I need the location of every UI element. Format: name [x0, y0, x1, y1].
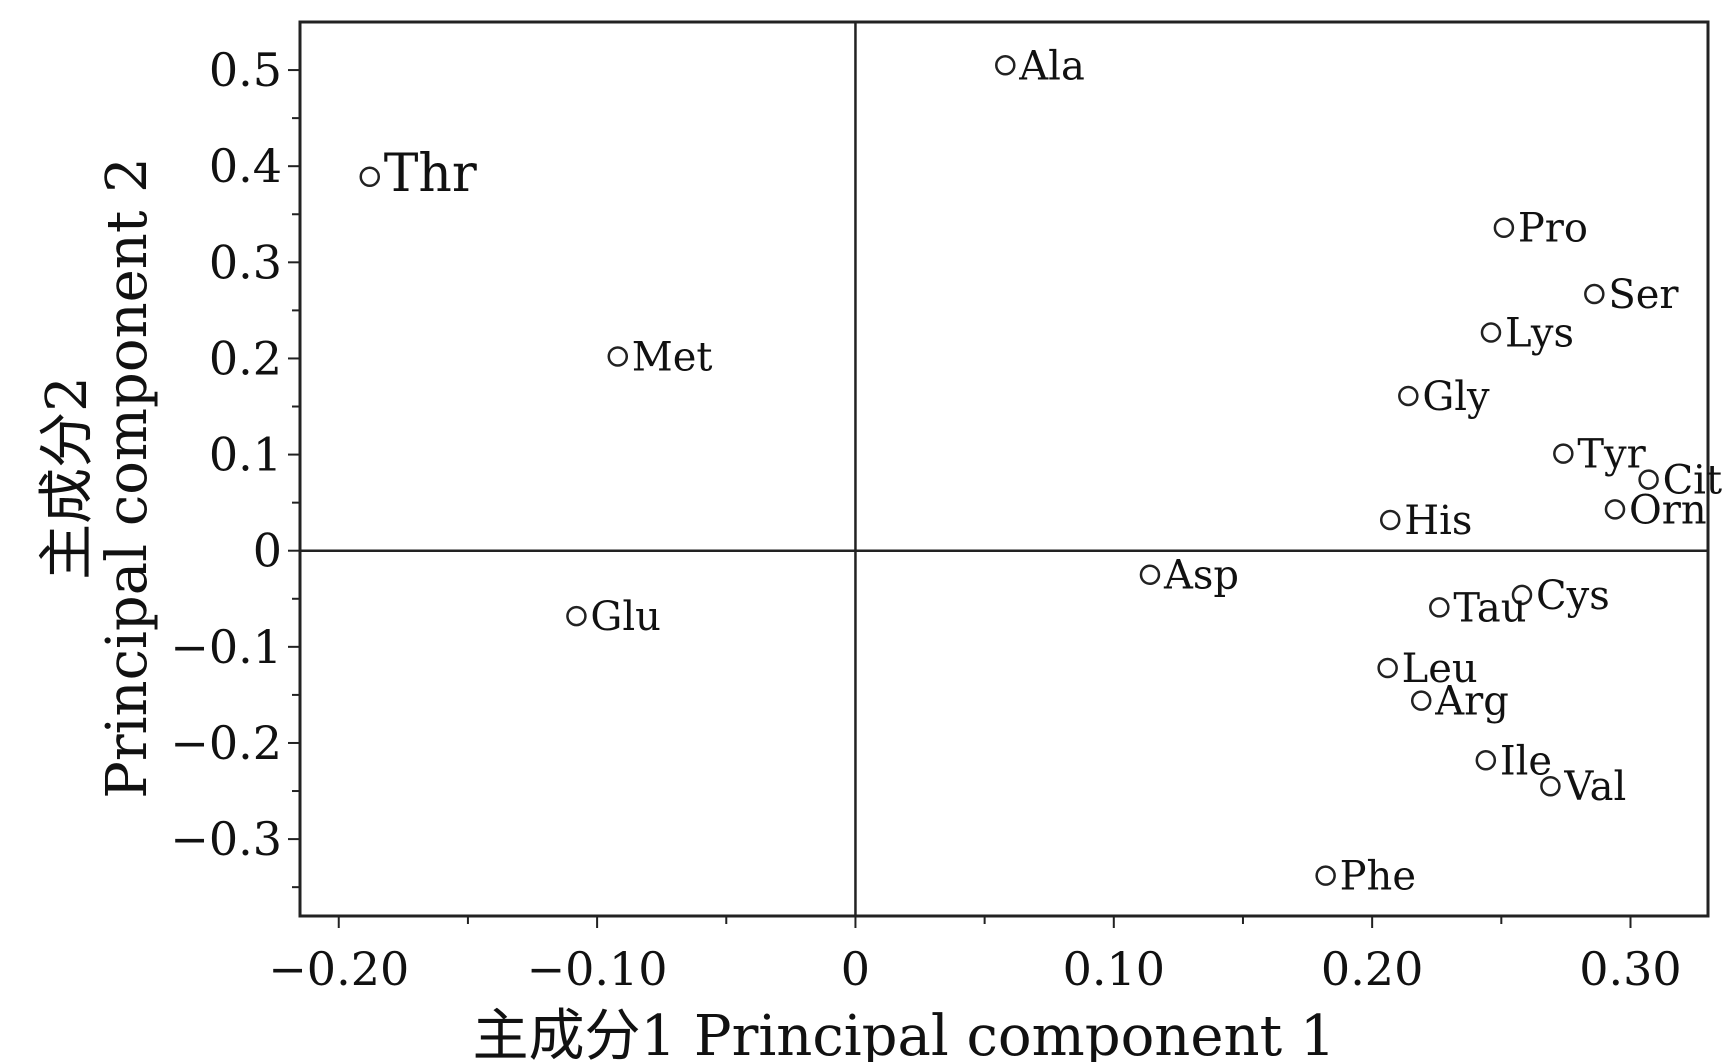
- data-point-thr: [359, 166, 381, 188]
- point-label-asp: Asp: [1163, 553, 1239, 599]
- y-tick-label: −0.1: [170, 620, 282, 674]
- data-point-cys: [1511, 584, 1533, 606]
- point-label-tyr: Tyr: [1577, 432, 1646, 478]
- y-axis-title-en: Principal component 2: [95, 157, 160, 799]
- point-label-pro: Pro: [1518, 206, 1588, 252]
- points-layer: Thr Ala Met Glu Pro Ser Lys Gly Tyr Cit His Orn Asp C…: [359, 43, 1722, 900]
- data-point-met: [607, 346, 629, 367]
- point-label-glu: Glu: [590, 594, 661, 640]
- y-tick-label: 0.4: [209, 139, 282, 193]
- x-tick-label: −0.20: [268, 942, 409, 996]
- data-point-ile: [1475, 750, 1497, 771]
- point-label-orn: Orn: [1629, 487, 1707, 533]
- data-point-pro: [1493, 217, 1515, 238]
- x-tick-label: 0.30: [1579, 942, 1681, 996]
- data-point-ala: [995, 55, 1016, 76]
- y-tick-label: 0.1: [209, 428, 282, 482]
- y-tick-label: 0.3: [209, 235, 282, 289]
- point-label-gly: Gly: [1422, 374, 1490, 420]
- x-axis-title: 主成分1 Principal component 1: [472, 1004, 1335, 1062]
- data-point-cit: [1638, 469, 1659, 490]
- x-tick-label: 0.10: [1063, 942, 1165, 996]
- x-tick-label: 0: [841, 942, 870, 996]
- y-tick-label: −0.2: [170, 716, 282, 770]
- y-tick-label: 0.5: [209, 43, 282, 97]
- data-point-tau: [1429, 597, 1450, 618]
- data-point-orn: [1604, 499, 1626, 520]
- point-label-met: Met: [632, 335, 713, 381]
- y-axis-title: 主成分2 Principal component 2: [35, 157, 160, 799]
- data-point-ser: [1584, 283, 1605, 305]
- data-point-gly: [1398, 385, 1419, 407]
- point-label-his: His: [1404, 498, 1472, 544]
- data-point-tyr: [1553, 443, 1574, 464]
- data-point-arg: [1410, 690, 1432, 711]
- point-label-ala: Ala: [1018, 43, 1085, 89]
- point-label-ile: Ile: [1500, 738, 1552, 784]
- point-label-tau: Tau: [1453, 585, 1526, 631]
- data-point-glu: [566, 605, 587, 627]
- y-tick-label: −0.3: [170, 812, 282, 866]
- x-tick-label: −0.10: [527, 942, 668, 996]
- data-point-his: [1379, 509, 1401, 531]
- point-label-cys: Cys: [1536, 573, 1610, 619]
- point-label-phe: Phe: [1340, 854, 1416, 900]
- data-point-leu: [1377, 657, 1398, 679]
- y-tick-label: 0.2: [209, 331, 282, 385]
- axes-layer: −0.20 −0.10 0 0.10 0.20 0.300.50.40.30.20.10−…: [170, 22, 1708, 996]
- point-label-leu: Leu: [1402, 646, 1478, 692]
- point-label-ser: Ser: [1608, 272, 1679, 318]
- point-label-cit: Cit: [1663, 458, 1722, 504]
- y-tick-label: 0: [253, 524, 282, 578]
- y-axis-title-zh: 主成分2: [35, 376, 100, 580]
- plot-frame: [298, 20, 1710, 918]
- data-point-val: [1540, 775, 1561, 797]
- point-label-arg: Arg: [1434, 679, 1509, 725]
- x-tick-label: 0.20: [1321, 942, 1423, 996]
- data-point-phe: [1315, 865, 1336, 886]
- data-point-asp: [1139, 564, 1161, 585]
- point-label-thr: Thr: [384, 144, 477, 204]
- data-point-lys: [1480, 322, 1502, 343]
- point-label-val: Val: [1563, 764, 1626, 810]
- point-label-lys: Lys: [1505, 310, 1574, 356]
